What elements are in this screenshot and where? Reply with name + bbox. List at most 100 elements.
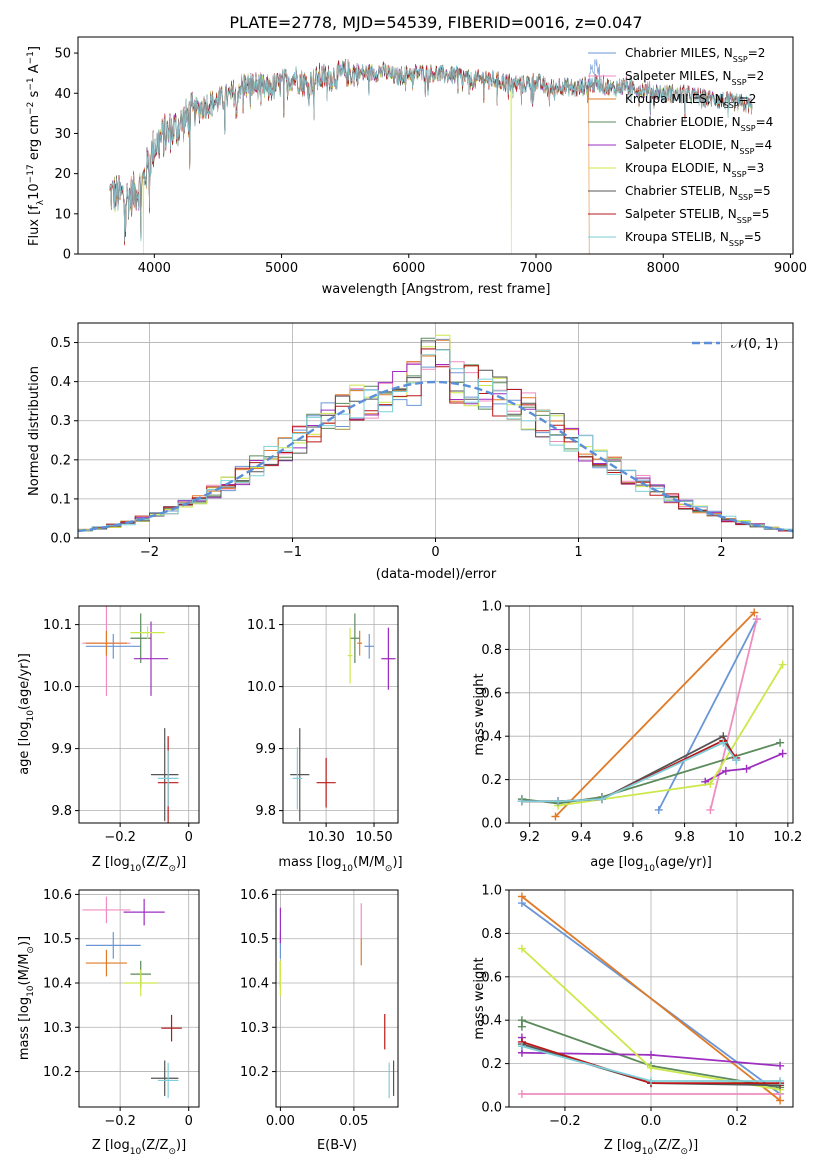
y-tick-label: 10.4	[43, 977, 72, 992]
y-axis-label: age [log10(age/yr)]	[17, 653, 36, 775]
x-axis-label-part: )]	[688, 1138, 698, 1153]
mass-weight-marker	[551, 812, 560, 821]
legend-label: Chabrier MILES, NSSP=2	[625, 46, 765, 64]
y-tick-label: 10.4	[240, 977, 269, 992]
legend-label: Salpeter STELIB, NSSP=5	[625, 207, 769, 225]
y-axis-label-part: Flux [f	[27, 205, 42, 246]
x-axis-label: wavelength [Angstrom, rest frame]	[322, 282, 551, 297]
mass-weight-line	[557, 664, 784, 807]
mass-weight-marker	[721, 766, 730, 775]
axes-frame	[78, 889, 200, 1108]
mass-weight-line	[709, 618, 758, 811]
y-tick-label: 0.1	[50, 492, 71, 507]
y-tick-label: 10	[54, 207, 71, 222]
y-tick-label: 0.5	[50, 336, 71, 351]
y-tick-label: 50	[54, 47, 71, 62]
x-axis-label-part: (age/yr)]	[655, 855, 712, 870]
legend-label: 𝒩(0, 1)	[731, 337, 778, 352]
y-tick-label: 20	[54, 167, 71, 182]
legend-label: Salpeter ELODIE, NSSP=4	[625, 138, 772, 156]
plot-area	[509, 890, 793, 1107]
mass-weight-line	[657, 618, 758, 811]
plot-area	[78, 323, 793, 538]
legend-label-main: Kroupa MILES, N	[625, 92, 724, 106]
x-axis-label: Z [log10(Z/Z⊙)]	[92, 1138, 186, 1157]
y-tick-label: 10.2	[240, 1065, 269, 1080]
legend-label-sub: SSP	[741, 124, 756, 133]
mass-weight-line	[521, 734, 737, 803]
mass-vs-metallicity-panel: −0.2 010.210.310.410.510.6Z [log10(Z/Z⊙)]…	[17, 888, 200, 1157]
y-axis-label-part: −17	[26, 164, 36, 183]
y-tick-label: 0.4	[50, 375, 71, 390]
figure-title: PLATE=2778, MJD=54539, FIBERID=0016, z=0…	[229, 13, 642, 32]
mass-weight-marker	[517, 1042, 526, 1051]
y-tick-label: 0.8	[481, 643, 502, 658]
mass-weight-vs-metallicity-panel: −0.2 0.0 0.2 0.0 0.2 0.4 0.6 0.8 1.0 mass weight Z…	[472, 884, 794, 1157]
spectrum-line	[109, 59, 753, 242]
legend-label-main: Salpeter STELIB, N	[625, 207, 737, 221]
y-axis-label-part: 10	[26, 985, 36, 997]
legend-label: Salpeter MILES, NSSP=2	[625, 69, 764, 87]
y-tick-label: 0.8	[481, 927, 502, 942]
y-tick-label: 1.0	[481, 600, 502, 615]
y-axis-label: mass weight	[472, 673, 487, 755]
legend-label-tail: =2	[748, 46, 766, 60]
y-tick-label: 0.0	[50, 532, 71, 547]
mass-weight-marker	[778, 660, 787, 669]
plot-area	[79, 606, 199, 823]
mass-vs-ebv-panel: 0.00 0.05 10.2 10.3 10.4 10.5 10.6 E(B-V)	[240, 888, 399, 1153]
legend-label-sub: SSP	[737, 216, 752, 225]
legend-label-main: Chabrier STELIB, N	[625, 184, 738, 198]
mass-weight-marker	[517, 1089, 526, 1098]
legend-label-sub: SSP	[738, 193, 753, 202]
mass-weight-marker	[776, 1061, 785, 1070]
x-tick-label: 10.30	[308, 830, 345, 845]
legend-label-tail: =2	[739, 92, 757, 106]
x-axis-label-part: (Z/Z	[653, 1138, 680, 1153]
x-axis-label-part: Z [log	[604, 1138, 642, 1153]
x-axis-label-part: ⊙	[168, 864, 176, 874]
y-axis-label-part: −1	[26, 51, 36, 64]
mass-weight-marker	[647, 1076, 655, 1085]
y-axis-label-part: )]	[17, 936, 32, 946]
x-axis-label-part: 10	[130, 864, 142, 874]
y-tick-label: 10.1	[247, 618, 276, 633]
legend-label-sub: SSP	[733, 55, 748, 64]
y-tick-label: 0.6	[481, 686, 502, 701]
y-tick-label: 10.1	[43, 618, 72, 633]
legend-label-tail: =3	[747, 161, 765, 175]
x-tick-label: 0	[185, 1114, 193, 1129]
legend-label: Kroupa STELIB, NSSP=5	[625, 230, 762, 248]
mass-weight-marker	[647, 1063, 655, 1072]
x-tick-label: 0.2	[727, 1114, 748, 1129]
x-tick-label: 4000	[138, 261, 171, 276]
legend-label-tail: =2	[747, 69, 765, 83]
y-tick-label: 9.8	[51, 804, 72, 819]
y-axis-label-part: erg cm	[27, 115, 42, 164]
y-tick-label: 9.9	[255, 742, 276, 757]
x-tick-label: −0.2	[104, 830, 136, 845]
legend: Chabrier MILES, NSSP=2 Salpeter MILES, NS…	[588, 46, 773, 248]
plot-area	[109, 59, 753, 254]
x-tick-label: 1	[574, 545, 582, 560]
y-axis-label: mass [log10(M/M⊙)]	[17, 936, 36, 1060]
y-axis-label-part: ]	[27, 46, 42, 51]
legend-label: Chabrier STELIB, NSSP=5	[625, 184, 771, 202]
y-tick-label: 0.4	[481, 1014, 502, 1029]
x-tick-label: 5000	[265, 261, 298, 276]
y-axis-label-part: 10	[27, 183, 42, 200]
x-tick-label: 0.05	[339, 1114, 368, 1129]
x-tick-label: 9.8	[674, 830, 695, 845]
y-axis-label-part: mass [log	[17, 997, 32, 1060]
legend-label-tail: =4	[756, 115, 774, 129]
mass-weight-marker	[719, 738, 728, 747]
legend-label-sub: SSP	[732, 170, 747, 179]
x-axis-label: Z [log10(Z/Z⊙)]	[604, 1138, 698, 1157]
y-axis-label-part: λ	[36, 199, 46, 205]
x-tick-label: 8000	[647, 261, 680, 276]
x-axis-label-part: )]	[176, 1138, 186, 1153]
x-axis-label-part: 10	[130, 1147, 142, 1157]
mass-weight-marker	[706, 805, 715, 814]
normal-reference-curve	[78, 380, 793, 533]
y-tick-label: 0.2	[481, 1057, 502, 1072]
